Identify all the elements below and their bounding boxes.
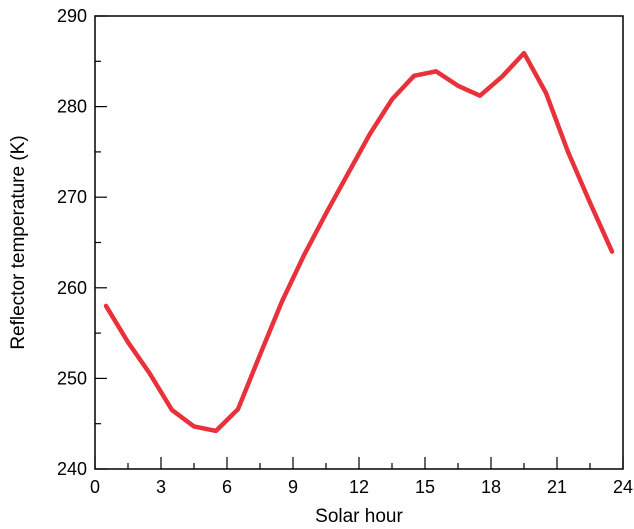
x-tick-label: 18 [481, 477, 501, 497]
series-line-0 [103, 50, 615, 434]
y-tick-label: 270 [57, 187, 87, 207]
axis-ticks [94, 15, 624, 470]
y-tick-label: 250 [57, 368, 87, 388]
x-tick-label: 15 [415, 477, 435, 497]
y-tick-label: 280 [57, 97, 87, 117]
x-tick-label: 0 [90, 477, 100, 497]
x-tick-label: 21 [547, 477, 567, 497]
x-tick-label: 9 [288, 477, 298, 497]
series-group [103, 50, 615, 434]
x-axis-label: Solar hour [315, 506, 403, 527]
y-tick-label: 290 [57, 6, 87, 26]
plot-frame [94, 15, 624, 470]
y-axis-label: Reflector temperature (K) [8, 135, 29, 349]
axis-tick-labels: 0 3 6 9 12 15 18 21 24 240 250 260 270 280 290 [57, 6, 633, 497]
x-tick-label: 24 [613, 477, 633, 497]
x-tick-label: 12 [349, 477, 369, 497]
y-tick-label: 260 [57, 278, 87, 298]
x-tick-label: 6 [222, 477, 232, 497]
y-tick-label: 240 [57, 459, 87, 479]
x-tick-label: 3 [156, 477, 166, 497]
y-axis-label-group: Reflector temperature (K) [8, 135, 29, 349]
